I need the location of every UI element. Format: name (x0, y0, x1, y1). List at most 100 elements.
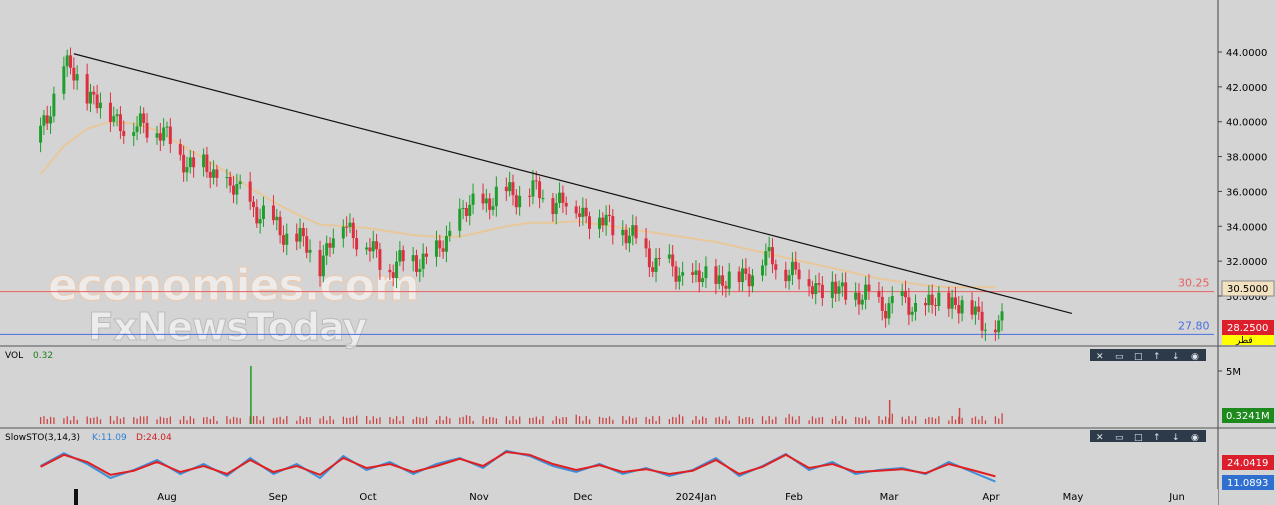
move-down-icon[interactable]: ↓ (1172, 352, 1180, 362)
volume-panel-controls[interactable]: ✕ ▭ □ ↑ ↓ ◉ (1090, 349, 1206, 362)
settings-icon[interactable]: ◉ (1191, 433, 1199, 443)
volume-bar (306, 417, 308, 424)
candle-body (318, 249, 322, 277)
stoch-k-line (40, 449, 996, 483)
candle-body (348, 222, 352, 228)
move-up-icon[interactable]: ↑ (1153, 433, 1161, 443)
volume-bar (901, 416, 903, 424)
candle-body (588, 216, 591, 229)
candle-body (215, 169, 219, 178)
candle-body (751, 275, 755, 287)
volume-bar (728, 420, 730, 424)
candle-body (178, 144, 182, 155)
price-pane[interactable] (0, 0, 1218, 346)
stoch-d-line (40, 450, 996, 478)
candle-body (561, 192, 565, 203)
candle-body (65, 55, 69, 67)
candle-body (834, 281, 838, 294)
time-axis-label: Nov (469, 492, 489, 503)
candle-body (285, 233, 289, 245)
candle-body (491, 206, 495, 210)
volume-bar (768, 416, 770, 424)
candle-body (864, 284, 868, 300)
candle-body (697, 270, 701, 283)
volume-bar (482, 416, 484, 424)
candle-body (810, 286, 814, 295)
move-down-icon[interactable]: ↓ (1172, 433, 1180, 443)
volume-bar (858, 417, 860, 424)
candle-body (331, 238, 335, 248)
volume-bar (206, 416, 208, 424)
candle-body (651, 267, 655, 272)
volume-spike-bar (958, 408, 961, 424)
volume-bar (505, 416, 508, 424)
volume-bar (349, 417, 351, 424)
time-axis[interactable] (74, 489, 1218, 505)
volume-bar (509, 420, 511, 424)
maximize-icon[interactable]: □ (1134, 352, 1143, 362)
candle-body (471, 193, 475, 205)
candle-body (444, 236, 448, 252)
stoch-panel-controls[interactable]: ✕ ▭ □ ↑ ↓ ◉ (1090, 430, 1206, 443)
candle-body (511, 182, 515, 196)
volume-bar (994, 416, 997, 424)
candle-body (162, 127, 166, 141)
candle-body (368, 247, 372, 252)
volume-bar (276, 417, 278, 424)
candle-body (145, 122, 149, 138)
candle-body (155, 133, 159, 138)
candle-body (694, 270, 698, 275)
time-axis-scrollbar[interactable] (74, 489, 78, 505)
volume-bar (558, 418, 561, 424)
volume-bar (578, 416, 581, 424)
volume-bar (299, 416, 301, 424)
candle-body (112, 116, 116, 122)
candle-body (937, 292, 941, 307)
candle-body (458, 208, 462, 231)
candle-body (115, 114, 119, 117)
volume-bar (319, 418, 321, 424)
volume-bar (515, 419, 518, 424)
candle-body (108, 102, 112, 122)
candle-body (887, 303, 891, 319)
level-label: 27.80 (1178, 319, 1210, 332)
volume-bar (602, 417, 604, 424)
volume-bar (439, 416, 441, 424)
restore-icon[interactable]: ▭ (1115, 352, 1124, 362)
candle-body (807, 279, 811, 287)
close-icon[interactable]: ✕ (1096, 433, 1104, 443)
candle-body (202, 154, 206, 168)
volume-bar (635, 417, 637, 424)
volume-bar (412, 419, 414, 424)
volume-bar (652, 416, 654, 424)
candle-body (305, 236, 309, 253)
candle-body (438, 240, 442, 249)
volume-bar (924, 418, 927, 424)
candle-body (528, 195, 532, 197)
candle-body (371, 241, 375, 252)
volume-bar (715, 417, 717, 424)
volume-bar (109, 416, 112, 424)
volume-bar (123, 417, 125, 424)
time-axis-label: Sep (269, 492, 288, 503)
maximize-icon[interactable]: □ (1134, 433, 1143, 443)
candle-body (953, 297, 957, 306)
panel-controls-bar (1090, 430, 1206, 442)
candle-body (225, 177, 229, 179)
candle-body (837, 286, 841, 294)
candle-body (957, 305, 961, 314)
panel-controls-bar (1090, 349, 1206, 361)
candle-body (341, 226, 345, 239)
time-axis-labels: Aug Sep Oct Nov Dec 2024Jan Feb Mar Apr May Jun (157, 492, 1185, 503)
trendline-group[interactable] (73, 53, 1073, 315)
settings-icon[interactable]: ◉ (1191, 352, 1199, 362)
trendline (73, 53, 1073, 315)
volume-bar (212, 416, 215, 424)
volume-bar (329, 416, 331, 424)
candle-body (904, 290, 908, 298)
close-icon[interactable]: ✕ (1096, 352, 1104, 362)
candle-body (355, 238, 359, 250)
restore-icon[interactable]: ▭ (1115, 433, 1124, 443)
candle-body (321, 255, 325, 277)
move-up-icon[interactable]: ↑ (1153, 352, 1161, 362)
